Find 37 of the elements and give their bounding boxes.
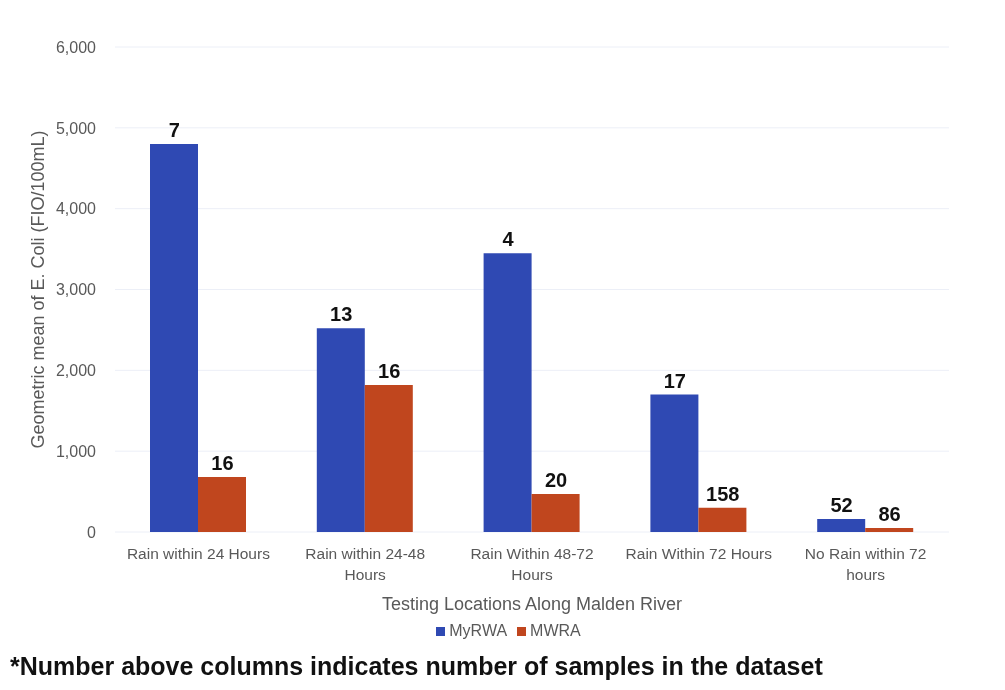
annotation: 4 — [502, 228, 515, 251]
x-tick-label: Rain Within 48-72 Hours — [470, 545, 594, 584]
annotation: 16 — [378, 359, 401, 382]
legend-label: MyRWA — [449, 622, 508, 639]
bar — [650, 394, 699, 532]
annotation: 17 — [663, 369, 686, 392]
text: *Number above columns indicates number of samples in the dataset — [10, 652, 824, 681]
bar — [865, 527, 914, 532]
annotation: 158 — [706, 482, 740, 505]
x-tick-label: Rain within 24-48 Hours — [305, 545, 426, 584]
bar — [817, 519, 866, 532]
y-tick-label: 3,000 — [55, 281, 97, 299]
y-tick-label: 1,000 — [55, 442, 97, 460]
bar — [198, 477, 246, 532]
bar — [364, 384, 413, 532]
annotation: 16 — [211, 452, 234, 475]
bar — [531, 494, 580, 532]
y-tick-label: 6,000 — [55, 38, 97, 56]
x-tick-label: Rain within 24 Hours — [126, 545, 271, 563]
y-tick-label: 4,000 — [55, 200, 97, 218]
x-tick-label: No Rain within 72 hours — [804, 545, 927, 584]
bar — [316, 328, 365, 532]
legend-label: MWRA — [530, 622, 581, 639]
y-tick-label: 0 — [87, 523, 97, 541]
annotation: 7 — [168, 119, 180, 141]
y-axis-title: Geometric mean of E. Coli (FIO/100mL) — [28, 130, 49, 449]
bar — [698, 507, 747, 532]
x-axis-title: Testing Locations Along Malden River — [381, 594, 683, 614]
bar — [483, 253, 532, 532]
bar — [150, 144, 198, 532]
y-tick-label: 5,000 — [55, 119, 97, 137]
annotation: 20 — [544, 469, 568, 492]
x-tick-label: Rain Within 72 Hours — [625, 545, 773, 563]
annotation: 13 — [330, 303, 353, 326]
y-tick-label: 2,000 — [55, 362, 97, 380]
annotation: 52 — [830, 494, 853, 517]
annotation: 86 — [878, 502, 901, 525]
